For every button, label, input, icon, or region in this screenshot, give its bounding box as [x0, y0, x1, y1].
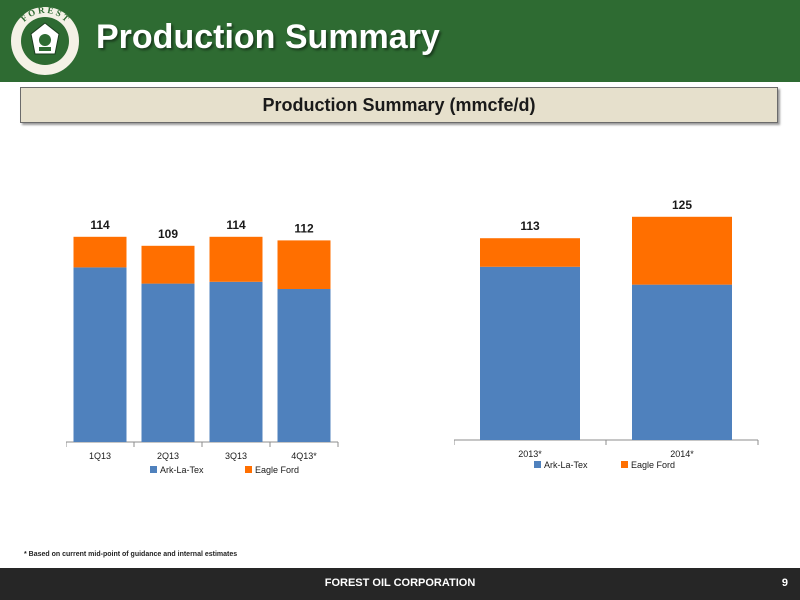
legend-label-1: Eagle Ford [631, 460, 675, 470]
page-title: Production Summary [96, 18, 440, 56]
bar-ark-la-tex-0 [480, 266, 580, 440]
quarterly-production-chart: 114 1Q13 109 2Q13 114 3Q13 112 4Q13* Ark-La-Tex E… [65, 170, 372, 490]
total-label-1: 109 [158, 227, 178, 241]
footnote: * Based on current mid-point of guidance… [24, 551, 238, 558]
bar-eagle-ford-1 [632, 216, 732, 285]
category-label-3: 4Q13* [291, 451, 317, 461]
bar-eagle-ford-0 [73, 236, 127, 268]
category-label-2: 3Q13 [225, 451, 247, 461]
bar-ark-la-tex-2 [209, 281, 263, 442]
legend-swatch-1 [245, 466, 252, 473]
total-label-0: 113 [520, 219, 540, 233]
page-number: 9 [781, 577, 788, 589]
total-label-0: 114 [90, 218, 110, 232]
legend-swatch-0 [534, 461, 541, 468]
bar-ark-la-tex-1 [141, 283, 195, 442]
category-label-0: 2013* [518, 449, 542, 459]
legend-swatch-1 [621, 461, 628, 468]
chart-banner-title: Production Summary (mmcfe/d) [20, 87, 778, 123]
legend-swatch-0 [150, 466, 157, 473]
bar-eagle-ford-0 [480, 238, 580, 267]
category-label-1: 2Q13 [157, 451, 179, 461]
bar-eagle-ford-2 [209, 236, 263, 282]
bar-ark-la-tex-0 [73, 267, 127, 442]
chart-0-svg: 114 1Q13 109 2Q13 114 3Q13 112 4Q13* Ark-La-Tex E… [65, 218, 339, 475]
legend-label-0: Ark-La-Tex [544, 460, 588, 470]
total-label-1: 125 [672, 198, 692, 212]
footer-company-name: FOREST OIL CORPORATION [324, 577, 476, 589]
forest-oil-logo: F O R E S T O I L [9, 5, 81, 77]
bar-ark-la-tex-3 [277, 289, 331, 442]
legend-label-0: Ark-La-Tex [160, 465, 204, 475]
annual-production-chart: 113 2013* 125 2014* Ark-La-Tex Eagle Ford [453, 170, 766, 490]
category-label-0: 1Q13 [89, 451, 111, 461]
total-label-3: 112 [294, 221, 314, 235]
legend-label-1: Eagle Ford [255, 465, 299, 475]
header-bar: F O R E S T O I L Production Summary [0, 0, 800, 82]
bar-eagle-ford-3 [277, 240, 331, 289]
total-label-2: 114 [226, 218, 246, 232]
svg-text:O I L: O I L [35, 56, 54, 66]
bar-eagle-ford-1 [141, 245, 195, 284]
logo-bottom-text: O I L [35, 56, 54, 66]
bar-ark-la-tex-1 [632, 284, 732, 440]
chart-1-svg: 113 2013* 125 2014* Ark-La-Tex Eagle Ford [453, 198, 759, 470]
category-label-1: 2014* [670, 449, 694, 459]
footer-bar: FOREST OIL CORPORATION 9 [0, 568, 800, 600]
